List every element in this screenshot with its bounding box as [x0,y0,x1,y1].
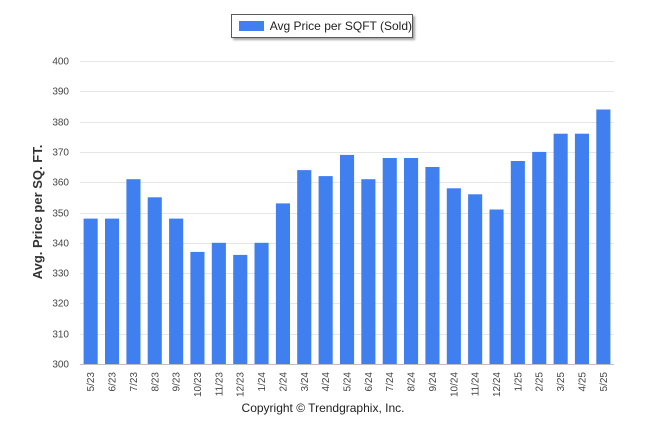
x-tick-label: 5/23 [86,372,97,392]
bar[interactable] [446,188,461,364]
bar[interactable] [275,203,290,364]
y-tick-label: 310 [52,330,69,341]
y-tick-labels: 300 310 320 330 340 350 360 370 380 390 400 [52,57,69,371]
copyright-text: Copyright © Trendgraphix, Inc. [241,401,405,415]
x-tick-label: 7/24 [385,372,396,392]
bar[interactable] [297,170,312,364]
x-tick-label: 11/24 [471,372,482,397]
x-tick-label: 11/23 [214,372,225,397]
x-tick-label: 6/23 [108,372,119,392]
x-tick-label: 10/24 [449,372,460,397]
bar[interactable] [382,158,397,364]
x-tick-labels: 5/23 6/23 7/23 8/23 9/23 10/23 11/23 12/23 1/24 2… [86,372,610,397]
x-tick-label: 4/24 [321,372,332,392]
x-tick-label: 9/24 [428,372,439,392]
x-tick-label: 12/24 [492,372,503,397]
bars [83,109,611,365]
y-tick-label: 380 [52,118,69,129]
x-tick-label: 5/25 [599,372,610,392]
bar[interactable] [404,158,419,364]
y-tick-label: 370 [52,148,69,159]
x-tick-label: 7/23 [129,372,140,392]
x-tick-label: 6/24 [364,372,375,392]
x-tick-label: 2/24 [278,372,289,392]
bar[interactable] [83,218,98,364]
y-tick-label: 350 [52,209,69,220]
bar[interactable] [532,151,547,364]
bar[interactable] [233,254,248,364]
x-tick-label: 1/25 [513,372,524,392]
x-tick-label: 2/25 [535,372,546,392]
x-tick-label: 3/24 [300,372,311,392]
y-tick-label: 340 [52,239,69,250]
x-tick-label: 10/23 [193,372,204,397]
bar[interactable] [211,242,226,364]
legend[interactable]: Avg Price per SQFT (Sold) [231,14,413,38]
x-tick-label: 9/23 [172,372,183,392]
bar[interactable] [105,218,120,364]
bar[interactable] [574,133,589,364]
x-tick-label: 4/25 [578,372,589,392]
bar[interactable] [147,197,162,364]
y-tick-label: 390 [52,87,69,98]
bar[interactable] [340,154,355,364]
bar[interactable] [596,109,611,365]
bar[interactable] [510,161,525,364]
x-tick-label: 12/23 [236,372,247,397]
x-tick-label: 5/24 [343,372,354,392]
x-tick-label: 8/23 [150,372,161,392]
bar[interactable] [126,179,141,364]
y-tick-label: 360 [52,178,69,189]
y-tick-label: 300 [52,360,69,371]
y-tick-label: 320 [52,299,69,310]
x-tick-label: 8/24 [407,372,418,392]
bar[interactable] [468,194,483,364]
bar[interactable] [169,218,184,364]
bar[interactable] [489,209,504,365]
bar[interactable] [318,176,333,364]
y-axis-label: Avg. Price per SQ. FT. [30,145,45,280]
bar[interactable] [553,133,568,364]
legend-label: Avg Price per SQFT (Sold) [269,19,412,33]
x-tick-label: 3/25 [556,372,567,392]
bar[interactable] [361,179,376,364]
y-tick-label: 400 [52,57,69,68]
x-tick-label: 1/24 [257,372,268,392]
bar[interactable] [190,251,205,364]
bar[interactable] [254,242,269,364]
bar[interactable] [425,167,440,364]
legend-swatch [239,21,264,31]
y-tick-label: 330 [52,269,69,280]
